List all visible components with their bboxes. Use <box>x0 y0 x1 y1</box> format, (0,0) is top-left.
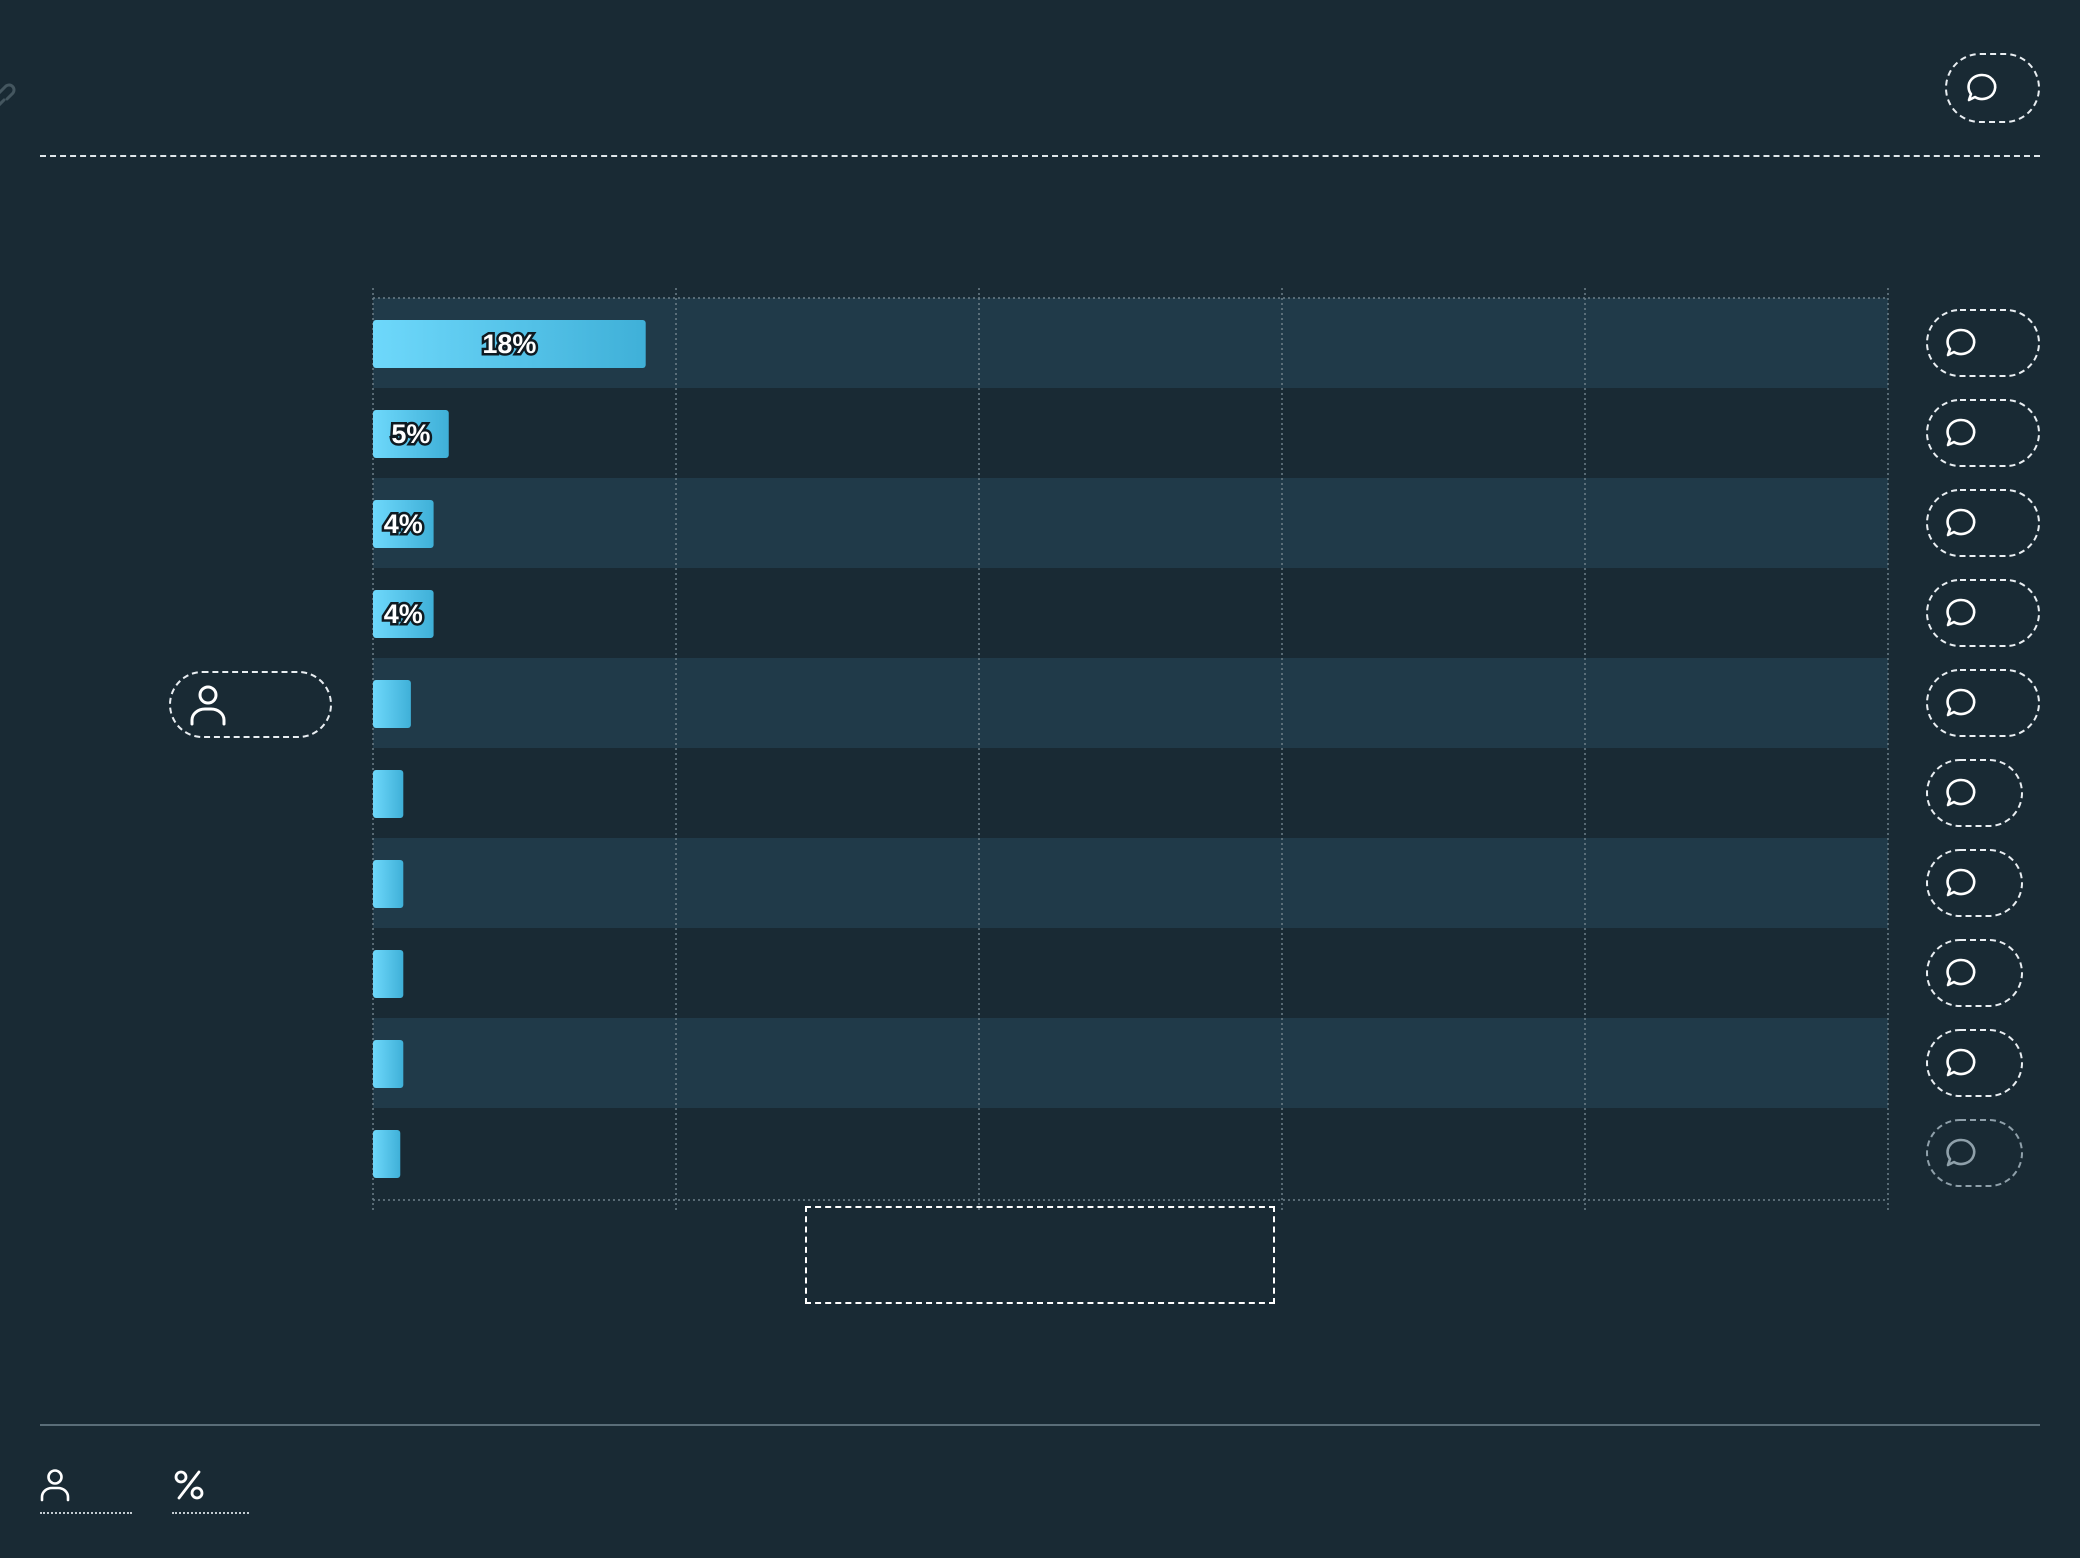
bar[interactable] <box>373 770 404 818</box>
footer-user-item[interactable] <box>40 1468 132 1514</box>
comment-icon <box>1946 778 1976 807</box>
link-icon[interactable] <box>0 72 22 112</box>
x-axis-label-box[interactable] <box>805 1206 1275 1304</box>
bar[interactable] <box>373 1130 401 1178</box>
row-band <box>373 1018 1888 1108</box>
comment-icon <box>1946 688 1976 717</box>
footer-divider <box>40 1424 2040 1426</box>
row-comment-button[interactable] <box>1926 669 2040 737</box>
bar[interactable] <box>373 410 449 458</box>
row-comment-button[interactable] <box>1926 1119 2023 1187</box>
comment-icon <box>1946 1048 1976 1077</box>
row-comment-button[interactable] <box>1926 579 2040 647</box>
row-comment-button[interactable] <box>1926 849 2023 917</box>
bar[interactable] <box>373 680 411 728</box>
comment-icon <box>1946 1138 1976 1167</box>
bar[interactable] <box>373 860 404 908</box>
bar[interactable] <box>373 590 434 638</box>
row-band <box>373 838 1888 928</box>
row-band <box>373 658 1888 748</box>
footer-percent-item[interactable] <box>172 1468 249 1514</box>
comment-icon <box>1965 71 1999 105</box>
header-divider <box>40 155 2040 157</box>
comment-icon <box>1946 868 1976 897</box>
comment-icon <box>1946 418 1976 447</box>
comment-icon <box>1946 598 1976 627</box>
header-comment-button[interactable] <box>1945 53 2040 123</box>
percent-icon <box>172 1468 206 1507</box>
user-icon <box>40 1468 70 1507</box>
row-comment-button[interactable] <box>1926 489 2040 557</box>
comment-icon <box>1946 508 1976 537</box>
bar-value-label: 4% <box>384 599 423 629</box>
row-comment-button[interactable] <box>1926 1029 2023 1097</box>
comment-icon <box>1946 328 1976 357</box>
bar[interactable] <box>373 950 404 998</box>
row-band <box>373 478 1888 568</box>
bar-value-label: 4% <box>384 509 423 539</box>
bar-value-label: 18% <box>482 329 536 359</box>
row-comment-button[interactable] <box>1926 759 2023 827</box>
row-comment-button[interactable] <box>1926 399 2040 467</box>
user-icon <box>189 684 227 726</box>
bar[interactable] <box>373 1040 404 1088</box>
row-comment-button[interactable] <box>1926 939 2023 1007</box>
bar[interactable] <box>373 500 434 548</box>
bar-value-label: 5% <box>391 419 430 449</box>
comment-icon <box>1946 958 1976 987</box>
row-comment-button[interactable] <box>1926 309 2040 377</box>
bar[interactable] <box>373 320 646 368</box>
y-axis-user-button[interactable] <box>169 671 332 738</box>
